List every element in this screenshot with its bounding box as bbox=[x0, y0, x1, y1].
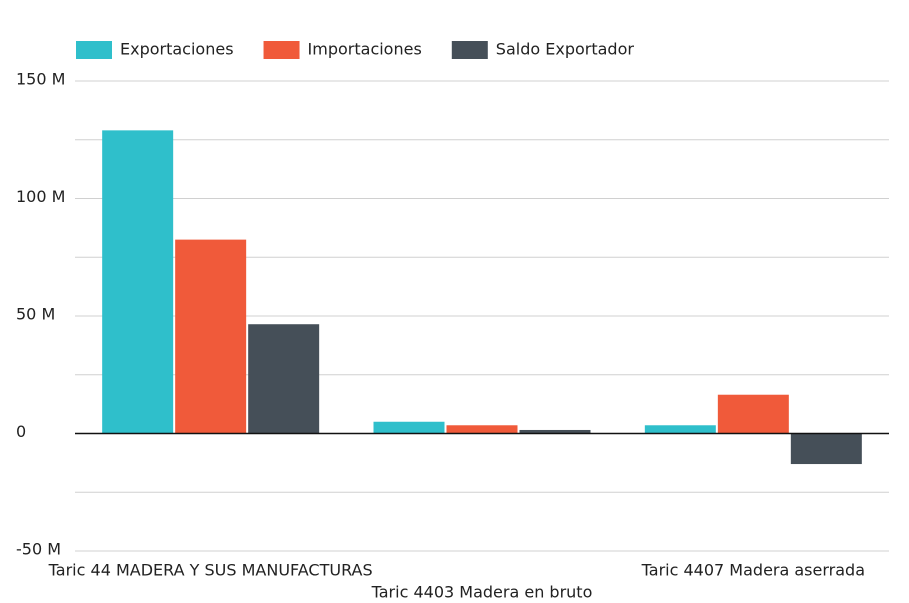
y-tick-label: -50 M bbox=[16, 540, 61, 559]
bar bbox=[717, 394, 789, 434]
bar bbox=[102, 130, 174, 434]
legend-swatch bbox=[263, 41, 300, 59]
x-tick-label: Taric 4407 Madera aserrada bbox=[641, 561, 865, 580]
bar bbox=[519, 429, 591, 434]
bar bbox=[373, 421, 445, 434]
bar bbox=[446, 425, 518, 434]
y-tick-label: 0 bbox=[16, 422, 26, 441]
legend-label: Saldo Exportador bbox=[496, 40, 635, 59]
legend-label: Importaciones bbox=[308, 40, 422, 59]
legend-swatch bbox=[451, 41, 488, 59]
y-tick-label: 100 M bbox=[16, 187, 65, 206]
x-tick-label: Taric 4403 Madera en bruto bbox=[371, 583, 593, 602]
bar bbox=[790, 433, 862, 465]
bar bbox=[175, 239, 247, 434]
bar bbox=[644, 425, 716, 434]
x-tick-label: Taric 44 MADERA Y SUS MANUFACTURAS bbox=[48, 561, 373, 580]
y-tick-label: 150 M bbox=[16, 70, 65, 89]
y-tick-label: 50 M bbox=[16, 305, 55, 324]
bar bbox=[248, 324, 320, 434]
legend-swatch bbox=[76, 41, 112, 59]
legend-label: Exportaciones bbox=[120, 40, 234, 59]
